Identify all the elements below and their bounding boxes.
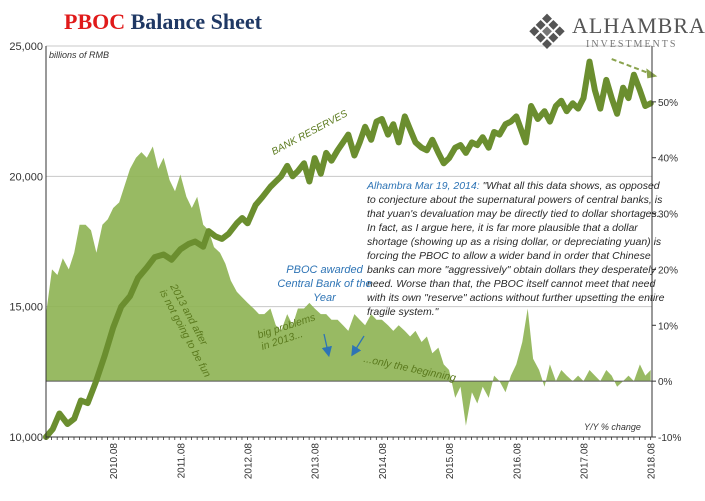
x-tick-label: 2016.08 (512, 443, 523, 480)
x-tick-label: 2010.08 (109, 443, 120, 480)
left-tick-label: 25,000 (9, 41, 43, 53)
bank-reserves-line (43, 58, 654, 440)
x-tick-label: 2013.08 (311, 443, 322, 480)
chart-title: PBOC Balance Sheet (64, 9, 262, 35)
left-tick-label: 20,000 (9, 171, 43, 183)
right-axis-label: Y/Y % change (584, 422, 641, 432)
quote-text: "What all this data shows, as opposed to… (367, 180, 665, 318)
trend-arrow-line (611, 58, 650, 75)
right-tick-label: 40% (658, 154, 678, 165)
quote-source: Alhambra Mar 19, 2014: (367, 180, 480, 192)
yoy-change-area (46, 146, 651, 426)
x-tick-label: 2012.08 (244, 443, 255, 480)
x-tick-label: 2015.08 (445, 443, 456, 480)
right-tick-label: 20% (658, 265, 678, 276)
right-tick-label: 10% (658, 321, 678, 332)
x-tick-label: 2017.08 (579, 443, 590, 480)
left-axis-label: billions of RMB (49, 50, 110, 60)
right-tick-label: 0% (658, 377, 673, 388)
quote-box: Alhambra Mar 19, 2014: "What all this da… (367, 179, 667, 319)
alhambra-logo: ALHAMBRA INVESTMENTS (524, 11, 705, 55)
x-tick-label: 2018.08 (647, 443, 658, 480)
title-pboc: PBOC (64, 9, 126, 34)
right-tick-label: 30% (658, 210, 678, 221)
tick-labels: 10,000 15,000 20,000 25,000 -10% 0% 10% 20% 30% 4… (9, 41, 681, 479)
annotation-pboc-award: PBOC awarded Central Bank of the Year (277, 264, 372, 304)
right-tick-label: 50% (658, 98, 678, 109)
right-tick-label: -10% (658, 433, 681, 444)
axes (45, 46, 656, 440)
diamond-lattice-icon (529, 13, 565, 49)
logo-sub: INVESTMENTS (586, 39, 678, 50)
x-tick-label: 2011.08 (176, 443, 187, 479)
title-rest: Balance Sheet (125, 9, 263, 34)
left-tick-label: 15,000 (9, 302, 43, 314)
left-tick-label: 10,000 (9, 432, 43, 444)
x-tick-label: 2014.08 (378, 443, 389, 480)
logo-name: ALHAMBRA (572, 13, 705, 38)
